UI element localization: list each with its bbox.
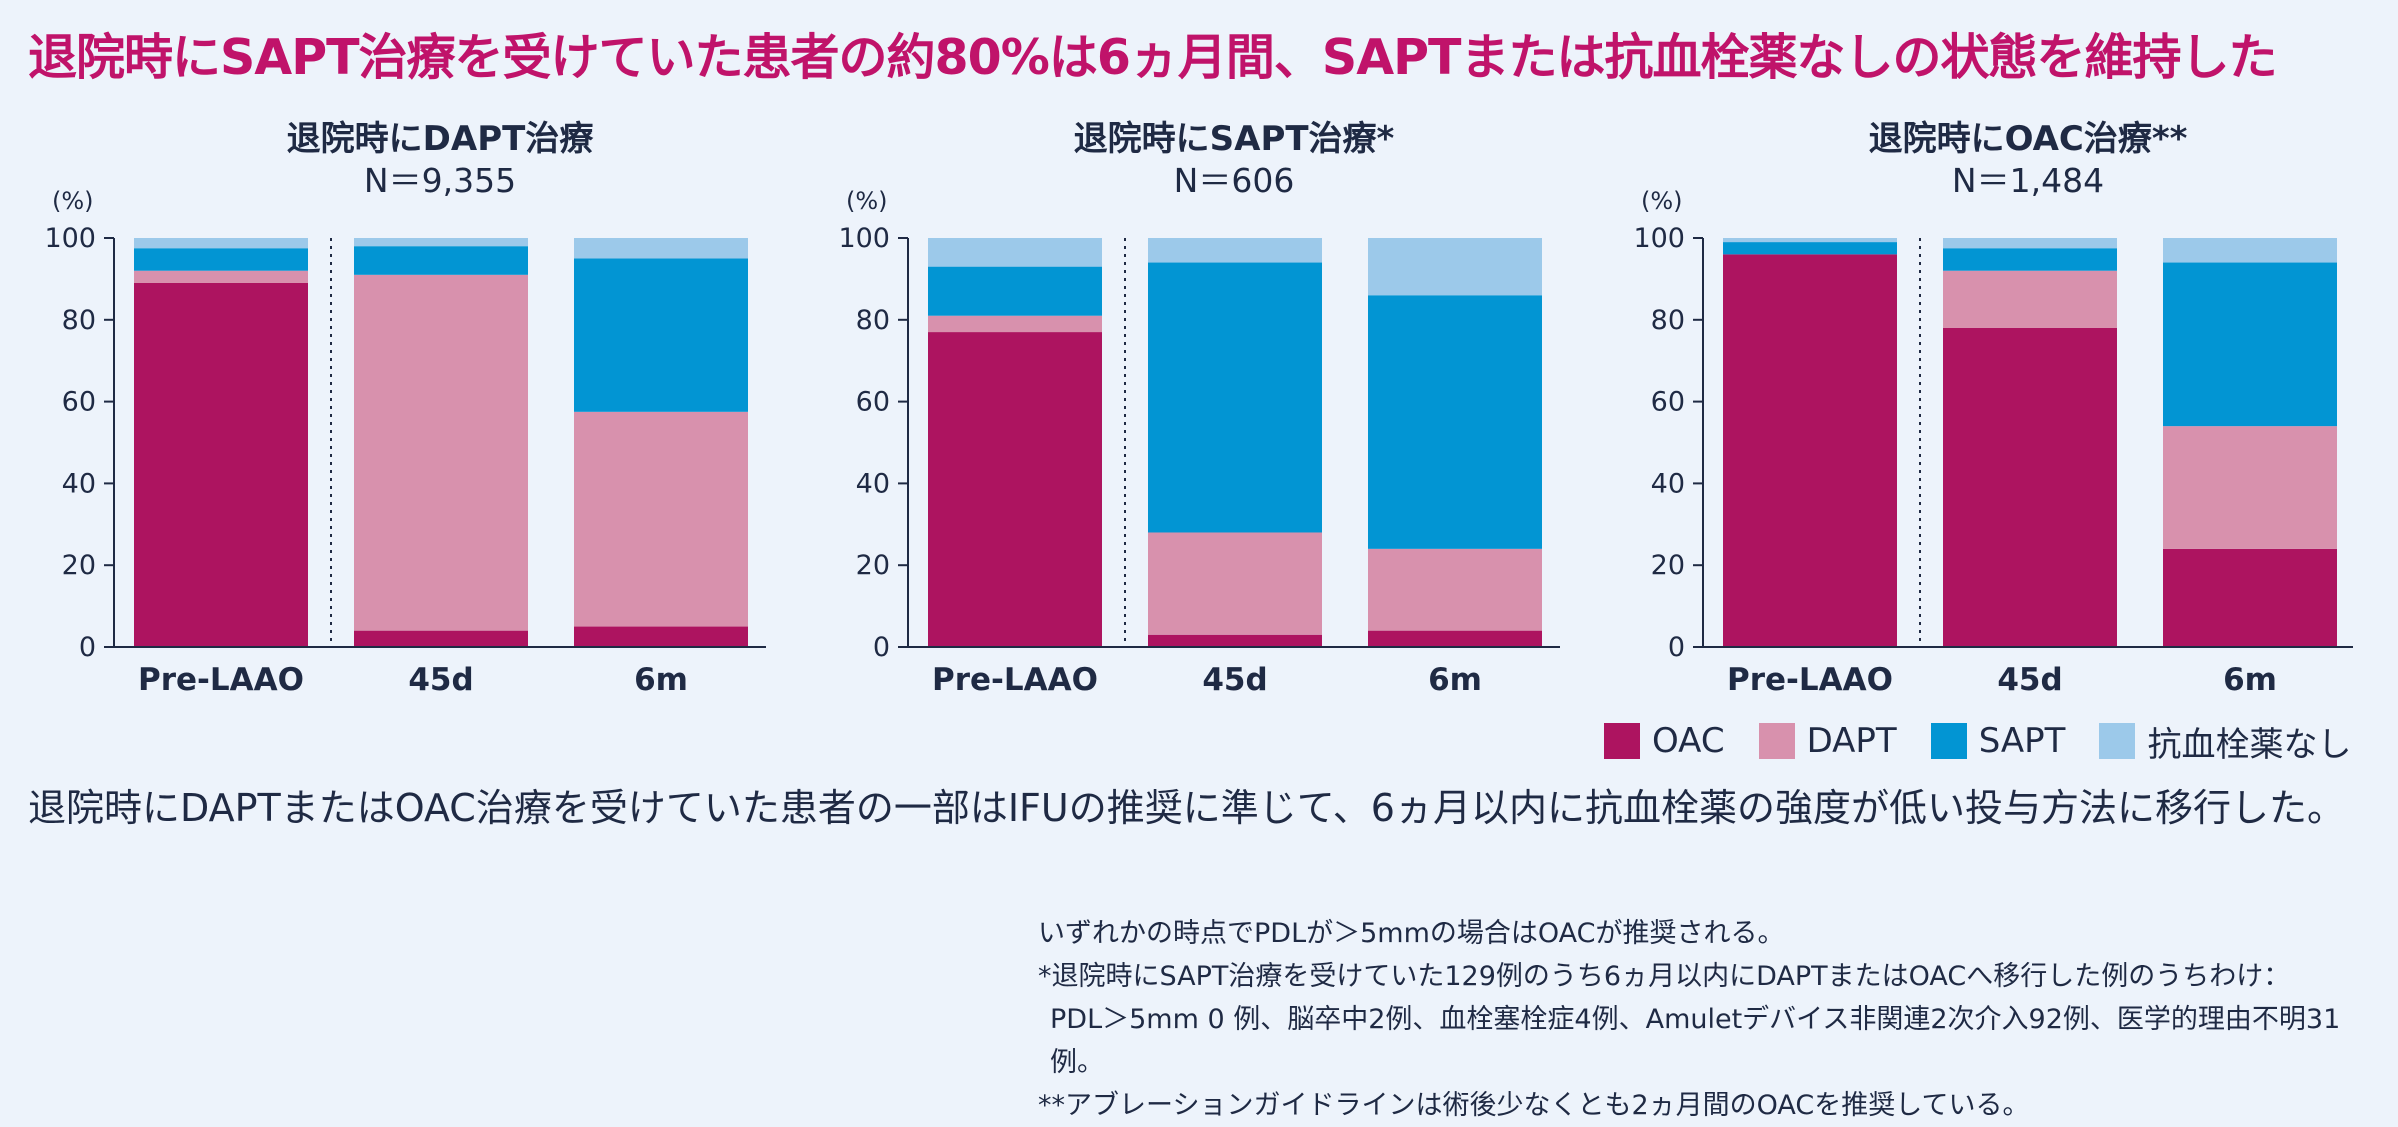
y-tick-label: 80 [856,305,890,336]
bar-segment-oac [1723,254,1897,648]
y-tick-label: 20 [856,550,890,581]
footnote-1: いずれかの時点でPDLが＞5mmの場合はOACが推奨される。 [1038,918,1785,949]
bar-segment-dapt [2163,426,2337,549]
bar-segment-dapt [1368,548,1542,631]
y-tick-label: 0 [79,632,96,663]
y-tick-label: 60 [856,387,890,418]
bar-segment-none [1943,238,2117,249]
chart-subtitle: N＝9,355 [364,161,516,200]
y-tick-label: 80 [1651,305,1685,336]
y-tick-label: 60 [1651,387,1685,418]
footnote-3: **アブレーションガイドラインは術後少なくとも2ヵ月間のOACを推奨している。 [1038,1090,2030,1121]
bar-segment-sapt [1943,248,2117,271]
legend-label-none: 抗血栓薬なし [2147,724,2352,765]
y-tick-label: 40 [856,468,890,499]
legend-swatch-oac [1604,723,1640,759]
legend-label-oac: OAC [1652,721,1725,761]
footnotes: いずれかの時点でPDLが＞5mmの場合はOACが推奨される。 *退院時にSAPT… [1038,912,2388,1127]
y-tick-label: 100 [1633,223,1685,254]
legend-swatch-none [2099,723,2136,759]
y-tick-label: 20 [62,550,96,581]
y-tick-label: 20 [1651,550,1685,581]
bar-segment-oac [574,626,748,647]
bar-segment-dapt [1148,532,1322,635]
bar-segment-none [134,238,308,249]
bar-segment-sapt [1368,295,1542,549]
y-axis-unit: (%) [1641,187,1683,215]
footnote-2-detail: PDL＞5mm 0 例、脳卒中2例、血栓塞栓症4例、Amuletデバイス非関連2… [1050,1004,2341,1078]
bar-segment-sapt [354,246,528,275]
summary-text: 退院時にDAPTまたはOAC治療を受けていた患者の一部はIFUの推奨に準じて、6… [28,786,2345,830]
y-tick-label: 60 [62,387,96,418]
y-axis-unit: (%) [846,187,888,215]
x-tick-label: 45d [1997,662,2062,698]
bar-segment-dapt [574,411,748,627]
y-tick-label: 40 [1651,468,1685,499]
x-tick-label: Pre-LAAO [138,662,304,698]
bar-segment-dapt [1943,270,2117,328]
y-tick-label: 40 [62,468,96,499]
bar-segment-none [1148,238,1322,263]
bar-segment-none [1723,238,1897,243]
chart-title: 退院時にSAPT治療* [1074,119,1395,159]
y-axis-unit: (%) [52,187,94,215]
x-tick-label: 45d [408,662,473,698]
legend-swatch-dapt [1758,723,1795,759]
legend-label-sapt: SAPT [1978,721,2066,761]
x-tick-label: 6m [1428,662,1482,698]
chart-subtitle: N＝606 [1174,161,1295,200]
bar-segment-dapt [928,315,1102,333]
chart-title: 退院時にOAC治療** [1869,119,2188,159]
bar-segment-none [1368,238,1542,296]
y-tick-label: 0 [873,632,890,663]
chart-title: 退院時にDAPT治療 [287,119,595,159]
footnote-2: *退院時にSAPT治療を受けていた129例のうち6ヵ月以内にDAPTまたはOAC… [1038,961,2291,992]
bar-segment-none [928,238,1102,267]
bar-segment-sapt [2163,262,2337,427]
y-tick-label: 100 [44,223,96,254]
legend-item-none: 抗血栓薬なし [2099,717,2351,766]
bar-segment-none [354,238,528,247]
legend-item-oac: OAC [1604,721,1725,761]
bar-segment-sapt [1148,262,1322,533]
x-tick-label: 6m [634,662,688,698]
legend-label-dapt: DAPT [1806,721,1897,761]
bar-segment-none [574,238,748,259]
page-headline: 退院時にSAPT治療を受けていた患者の約80%は6ヵ月間、SAPTまたは抗血栓薬… [28,29,2277,86]
bar-segment-oac [1148,634,1322,647]
legend-swatch-sapt [1930,723,1967,759]
bar-segment-sapt [134,248,308,271]
bar-segment-dapt [134,270,308,283]
bar-segment-none [2163,238,2337,263]
y-tick-label: 100 [838,223,890,254]
bar-segment-oac [1943,327,2117,647]
y-tick-label: 80 [62,305,96,336]
bar-segment-oac [928,332,1102,647]
x-tick-label: Pre-LAAO [1727,662,1893,698]
bar-segment-dapt [354,274,528,631]
x-tick-label: 6m [2223,662,2277,698]
chart-subtitle: N＝1,484 [1952,161,2104,200]
bar-segment-sapt [574,258,748,412]
x-tick-label: Pre-LAAO [932,662,1098,698]
y-tick-label: 0 [1668,632,1685,663]
bar-segment-sapt [928,266,1102,316]
bar-segment-oac [2163,548,2337,647]
x-tick-label: 45d [1202,662,1267,698]
bar-segment-oac [354,630,528,647]
bar-segment-oac [134,282,308,647]
bar-segment-oac [1368,630,1542,647]
legend-item-sapt: SAPT [1930,721,2066,761]
legend-item-dapt: DAPT [1758,721,1897,761]
chart-legend: OAC DAPT SAPT 抗血栓薬なし [1604,717,2351,766]
bar-segment-sapt [1723,242,1897,255]
